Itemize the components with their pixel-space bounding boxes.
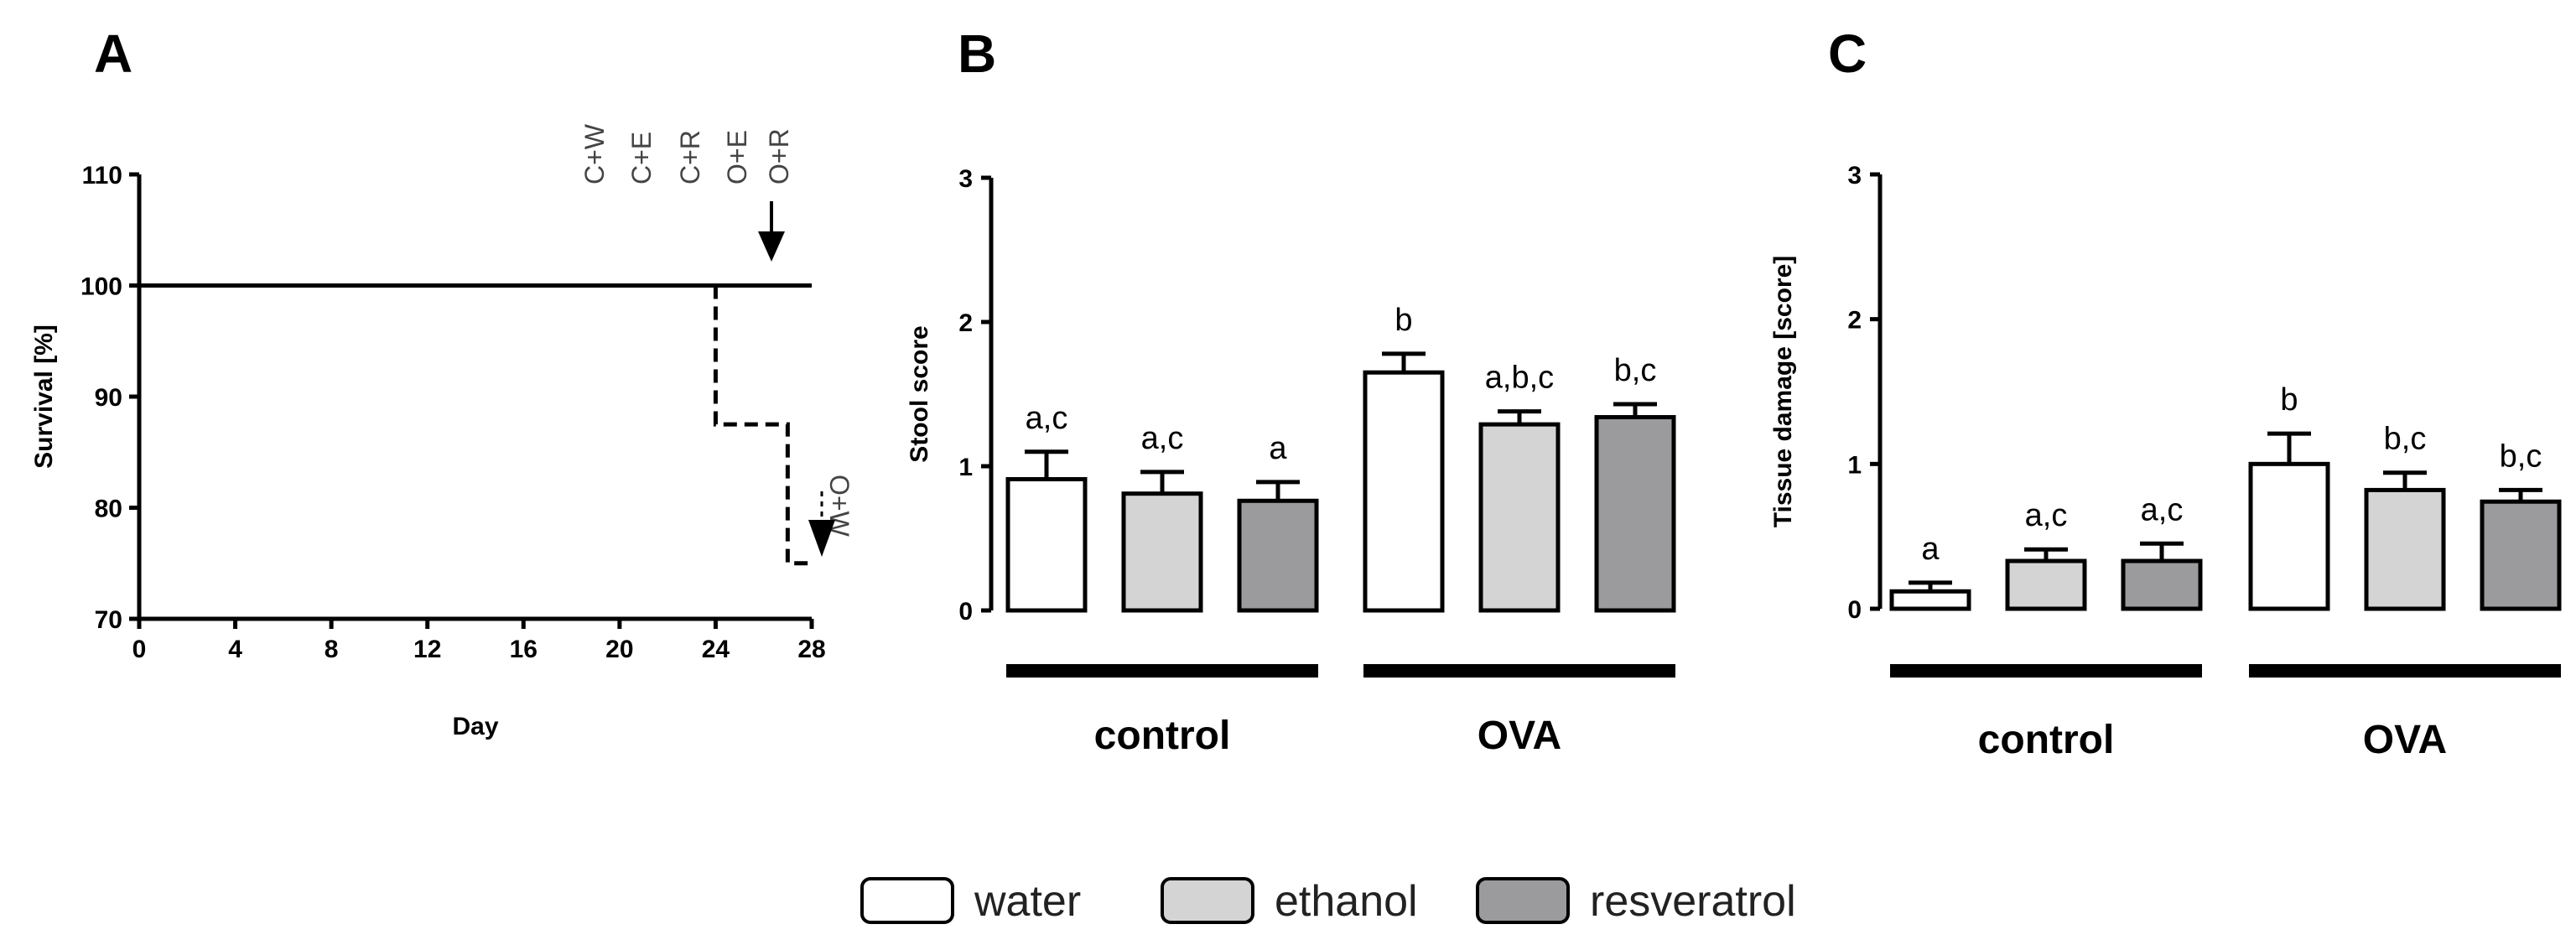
y-tick-label: 80 xyxy=(95,496,122,523)
panel-letter-b: B xyxy=(958,23,996,84)
bar-ova-resveratrol xyxy=(2480,499,2562,611)
bar-ova-resveratrol xyxy=(1594,415,1676,613)
group-bar-ova xyxy=(2249,664,2561,678)
sig-label-ova-ethanol: a,b,c xyxy=(1485,361,1554,396)
sig-label-control-ethanol: a,c xyxy=(2025,498,2068,533)
bar-control-water xyxy=(1889,589,1971,611)
legend-swatch-resveratrol xyxy=(1476,877,1570,924)
group-bar-ova xyxy=(1363,664,1675,678)
legend-swatch-ethanol xyxy=(1161,877,1254,924)
sig-label-ova-water: b xyxy=(2280,382,2298,418)
x-tick-label: 20 xyxy=(605,636,633,663)
legend-label-water: water xyxy=(974,877,1081,926)
y-tick-label: 1 xyxy=(958,454,973,481)
x-tick-label: 12 xyxy=(413,636,441,663)
group-annotation-o-r: O+R xyxy=(764,128,794,184)
panel-letter-a: A xyxy=(94,23,132,84)
x-tick-label: 28 xyxy=(797,636,825,663)
survival-lines xyxy=(139,283,812,566)
sig-label-control-resveratrol: a xyxy=(1269,431,1287,466)
bar-control-ethanol xyxy=(2005,558,2087,611)
sig-label-ova-water: b xyxy=(1394,303,1412,338)
y-tick-label: 90 xyxy=(95,384,122,412)
group-annotation-c-e: C+E xyxy=(626,132,657,184)
bar-ova-ethanol xyxy=(1478,422,1561,613)
bar-ova-water xyxy=(2248,461,2330,611)
tissue-damage-chart: 0 1 2 3 Tissue damage [score] a a,c a,c b b,c b,c c… xyxy=(1769,162,2562,762)
y-tick-label: 3 xyxy=(1847,162,1862,190)
y-axis-title: Stool score xyxy=(906,325,933,462)
bar-ova-water xyxy=(1363,370,1445,613)
bar-control-resveratrol xyxy=(1237,498,1319,613)
group-annotation-o-e: O+E xyxy=(722,130,752,184)
sig-label-control-water: a,c xyxy=(1026,401,1068,436)
sig-label-ova-resveratrol: b,c xyxy=(1614,353,1657,388)
y-tick-label: 2 xyxy=(958,309,973,337)
panel-letter-c: C xyxy=(1828,23,1867,84)
series-line-o-w xyxy=(713,285,812,566)
arrow-down-icon xyxy=(758,231,785,262)
bar-control-water xyxy=(1005,476,1088,613)
arrow-down-icon xyxy=(808,520,835,557)
y-tick-label: 1 xyxy=(1847,451,1862,479)
sig-label-control-water: a xyxy=(1921,532,1940,567)
sig-label-ova-ethanol: b,c xyxy=(2384,422,2427,457)
y-axis-title: Tissue damage [score] xyxy=(1769,256,1797,528)
stool-score-chart: 0 1 2 3 Stool score a,c a,c a b a,b,c b,c control OV… xyxy=(906,165,1676,758)
sig-label-control-ethanol: a,c xyxy=(1141,421,1184,456)
y-tick-label: 100 xyxy=(80,273,122,301)
y-tick-label: 3 xyxy=(958,165,973,193)
survival-annotations: C+W C+E C+R O+E O+RO+W xyxy=(579,123,854,557)
sig-label-control-resveratrol: a,c xyxy=(2141,492,2184,527)
group-annotation-c-r: C+R xyxy=(675,130,705,184)
group-label-ova: OVA xyxy=(2363,718,2447,762)
y-axis-title: Survival [%] xyxy=(30,325,58,469)
group-bar-control xyxy=(1890,664,2202,678)
survival-axes: 70 80 90 100 110 0 4 8 12 16 20 24 28 Day Survival [%] xyxy=(30,162,826,740)
group-label-control: control xyxy=(1094,714,1231,758)
survival-chart: 70 80 90 100 110 0 4 8 12 16 20 24 28 Day Survival [%]… xyxy=(30,123,854,740)
bar-control-ethanol xyxy=(1121,491,1203,613)
bar-control-resveratrol xyxy=(2121,558,2203,611)
group-annotation-c-w: C+W xyxy=(579,123,610,184)
y-tick-label: 0 xyxy=(1847,596,1862,624)
x-tick-label: 4 xyxy=(228,636,242,663)
group-label-ova: OVA xyxy=(1478,714,1561,758)
bar-ova-ethanol xyxy=(2364,487,2446,611)
x-tick-label: 24 xyxy=(702,636,730,663)
x-tick-label: 16 xyxy=(510,636,538,663)
legend-label-resveratrol: resveratrol xyxy=(1590,877,1796,926)
y-tick-label: 0 xyxy=(958,598,973,626)
x-axis-title: Day xyxy=(452,713,498,740)
legend: water ethanol resveratrol xyxy=(860,877,1796,926)
y-tick-label: 70 xyxy=(95,606,122,634)
x-tick-label: 0 xyxy=(132,636,147,663)
y-tick-label: 2 xyxy=(1847,307,1862,335)
y-tick-label: 110 xyxy=(82,162,122,190)
sig-label-ova-resveratrol: b,c xyxy=(2500,439,2542,474)
group-bar-control xyxy=(1006,664,1318,678)
group-label-control: control xyxy=(1978,718,2115,762)
x-tick-label: 8 xyxy=(325,636,339,663)
legend-swatch-water xyxy=(860,877,954,924)
legend-label-ethanol: ethanol xyxy=(1275,877,1418,926)
